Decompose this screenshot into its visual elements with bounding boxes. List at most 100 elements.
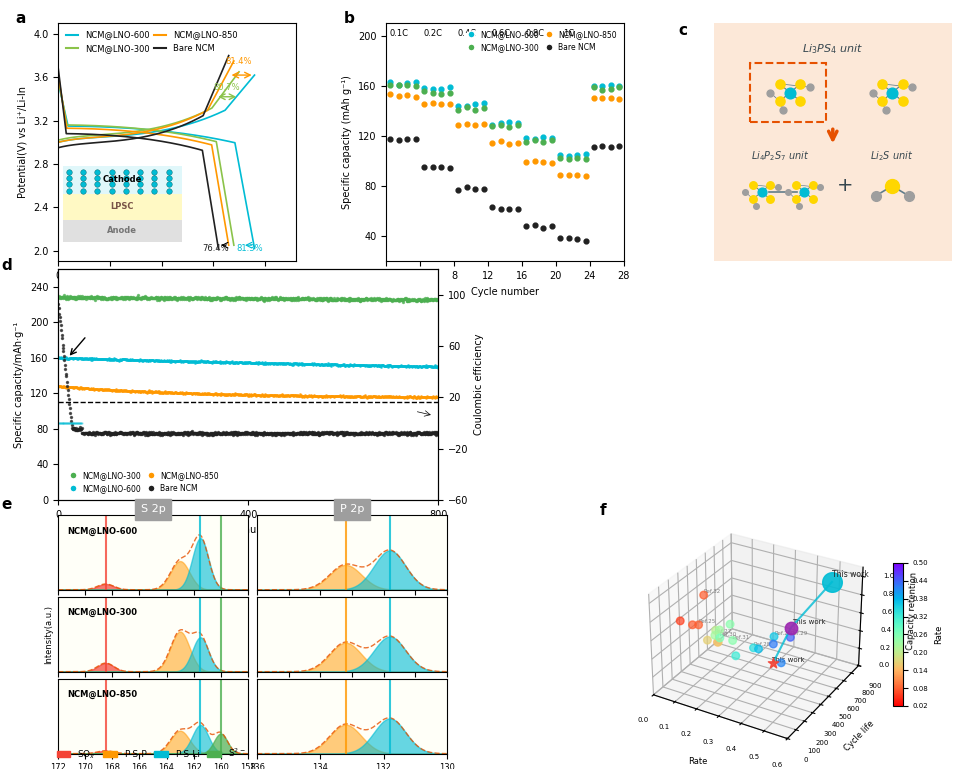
NCM@LNO-850	[578, 170, 593, 182]
Point	[182, 294, 197, 306]
Point	[235, 293, 251, 305]
Point	[304, 426, 319, 438]
Point	[217, 388, 232, 400]
Point	[221, 292, 237, 305]
Point	[217, 427, 232, 439]
Point	[344, 427, 359, 439]
Point	[152, 355, 168, 367]
Point	[183, 355, 198, 368]
Point	[192, 355, 208, 368]
Point	[327, 358, 343, 371]
Point	[80, 353, 95, 365]
Point	[128, 427, 144, 439]
Point	[419, 427, 434, 439]
Point	[274, 389, 289, 401]
Point	[159, 291, 175, 304]
Point	[220, 388, 236, 400]
Point	[85, 426, 101, 438]
Point	[121, 426, 137, 438]
Point	[264, 388, 280, 401]
Point	[357, 293, 373, 305]
Point	[105, 291, 120, 304]
Point	[211, 388, 226, 401]
Point	[289, 427, 305, 439]
Point	[211, 356, 226, 368]
Point	[64, 352, 80, 365]
Point	[291, 391, 307, 403]
Point	[402, 294, 418, 306]
Point	[171, 427, 186, 439]
Point	[234, 389, 250, 401]
Point	[52, 380, 68, 392]
Point	[208, 387, 223, 399]
Point	[118, 291, 134, 303]
Point	[386, 359, 402, 371]
Point	[174, 387, 189, 399]
Point	[241, 356, 256, 368]
Point	[88, 291, 104, 304]
Point	[55, 417, 71, 429]
Point	[227, 293, 243, 305]
Point	[375, 359, 390, 371]
Point	[143, 291, 158, 304]
Point	[124, 354, 140, 366]
Point	[197, 388, 213, 400]
Text: 0.6C: 0.6C	[491, 29, 510, 38]
Point	[279, 293, 294, 305]
Point	[143, 386, 158, 398]
Point	[128, 426, 144, 438]
Point	[337, 359, 352, 371]
Point	[265, 292, 281, 305]
Point	[413, 391, 428, 404]
Point	[308, 294, 323, 306]
Point	[376, 428, 391, 441]
Point	[147, 355, 162, 368]
Point	[113, 291, 128, 304]
Point	[65, 381, 81, 394]
Point	[114, 354, 129, 366]
Point	[163, 386, 179, 398]
NCM@LNO-600	[408, 76, 423, 88]
Point	[364, 292, 380, 305]
Point	[351, 428, 366, 441]
Point	[273, 292, 288, 305]
NCM@LNO-850	[612, 93, 627, 105]
Point	[240, 356, 255, 368]
Point	[379, 425, 394, 438]
Point	[102, 428, 117, 441]
NCM@LNO-600	[612, 80, 627, 92]
Point	[376, 360, 391, 372]
Point	[308, 390, 323, 402]
Point	[325, 358, 341, 371]
Point	[87, 291, 103, 303]
Point	[331, 390, 347, 402]
Point	[417, 426, 432, 438]
Point	[76, 427, 91, 439]
Point	[347, 391, 362, 403]
Point	[79, 353, 94, 365]
Point	[195, 292, 211, 305]
Point	[126, 385, 142, 398]
Point	[231, 291, 247, 304]
Point	[116, 291, 131, 304]
Point	[227, 357, 243, 369]
Point	[418, 391, 433, 404]
Point	[71, 424, 86, 436]
Point	[251, 389, 266, 401]
Point	[192, 388, 208, 400]
NCM@LNO-300	[425, 87, 441, 99]
Point	[206, 355, 221, 368]
Point	[197, 356, 213, 368]
Point	[129, 385, 145, 398]
NCM@LNO-300	[391, 79, 407, 92]
Point	[393, 359, 409, 371]
Point	[366, 390, 382, 402]
Point	[257, 428, 273, 440]
Point	[180, 292, 195, 305]
Point	[237, 293, 252, 305]
Point	[167, 427, 183, 439]
Point	[66, 417, 82, 429]
Point	[179, 387, 194, 399]
Point	[363, 360, 379, 372]
Bare NCM	[578, 235, 593, 247]
